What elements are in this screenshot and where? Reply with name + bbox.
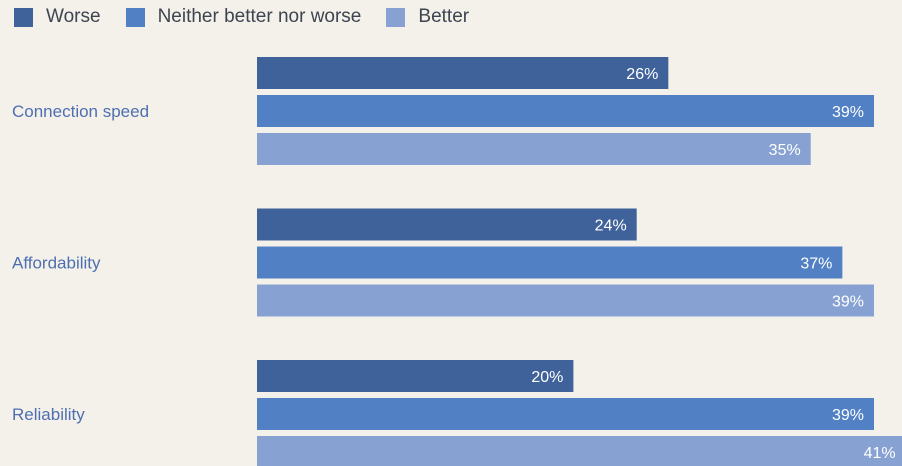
category-label-reliability: Reliability <box>12 405 85 424</box>
legend-swatch <box>14 7 33 27</box>
data-label-affordability-better: 39% <box>832 294 864 311</box>
data-label-reliability-worse: 20% <box>531 369 563 386</box>
category-label-affordability: Affordability <box>12 254 101 273</box>
data-label-affordability-worse: 24% <box>595 218 627 235</box>
data-label-connection-speed-neither-better-nor-worse: 39% <box>832 104 864 121</box>
bar-affordability-worse <box>257 208 637 241</box>
data-label-reliability-neither-better-nor-worse: 39% <box>832 407 864 424</box>
legend-label: Neither better nor worse <box>157 6 362 27</box>
legend: Worse Neither better nor worse Better <box>14 6 494 28</box>
bar-affordability-better <box>257 284 874 317</box>
data-label-connection-speed-worse: 26% <box>626 66 658 83</box>
bar-reliability-worse <box>257 360 574 392</box>
legend-swatch <box>386 7 406 27</box>
bar-affordability-neither-better-nor-worse <box>257 246 843 279</box>
legend-item-worse: Worse <box>14 6 101 28</box>
bar-connection-speed-neither-better-nor-worse <box>257 95 874 127</box>
bar-connection-speed-worse <box>257 57 669 89</box>
legend-item-better: Better <box>386 6 469 28</box>
legend-label: Better <box>418 6 470 27</box>
legend-label: Worse <box>46 6 101 27</box>
category-label-connection-speed: Connection speed <box>12 102 149 121</box>
data-label-reliability-better: 41% <box>864 445 896 462</box>
data-label-connection-speed-better: 35% <box>769 142 801 159</box>
bar-reliability-neither-better-nor-worse <box>257 398 874 430</box>
data-label-affordability-neither-better-nor-worse: 37% <box>800 256 832 273</box>
legend-swatch <box>125 7 145 27</box>
bar-reliability-better <box>257 436 902 466</box>
legend-item-neither-better-nor-worse: Neither better nor worse <box>125 6 362 28</box>
bar-connection-speed-better <box>257 133 811 165</box>
